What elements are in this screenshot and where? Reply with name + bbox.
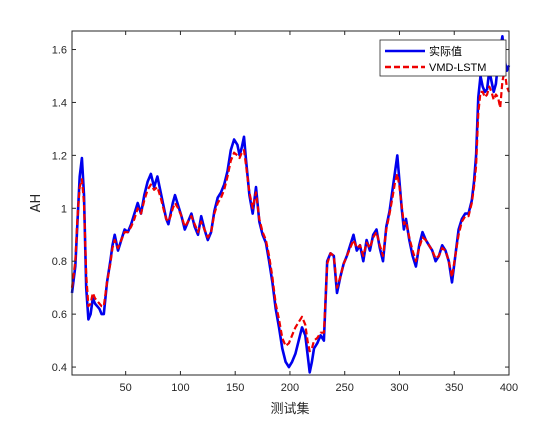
- y-tick-label: 0.6: [52, 309, 67, 321]
- y-tick-label: 0.4: [52, 362, 67, 374]
- x-tick-label: 250: [336, 382, 354, 394]
- series-layer: [70, 35, 511, 374]
- series-line-actual: [70, 35, 511, 374]
- x-tick-label: 200: [281, 382, 299, 394]
- y-tick-label: 0.8: [52, 256, 67, 268]
- x-tick-label: 50: [120, 382, 132, 394]
- y-tick-label: 1.2: [52, 150, 67, 162]
- legend-box: [379, 39, 507, 77]
- legend-label-actual: 实际值: [429, 44, 462, 58]
- y-tick-label: 1.4: [52, 97, 67, 109]
- y-axis-label: AH: [29, 194, 44, 213]
- plot-background: [72, 31, 509, 375]
- legend-label-vmd-lstm: VMD-LSTM: [429, 62, 486, 74]
- x-tick-label: 350: [445, 382, 463, 394]
- legend: 实际值 VMD-LSTM: [379, 39, 507, 77]
- tick-layer: 50 100 150 200 250 300 350 400 0.4 0.6 0.8 1 1.2 1.4 1…: [52, 31, 518, 394]
- y-tick-label: 1: [61, 203, 67, 215]
- x-axis-label: 测试集: [270, 401, 309, 417]
- y-tick-label: 1.6: [52, 45, 67, 57]
- x-tick-label: 300: [390, 382, 408, 394]
- x-tick-label: 400: [500, 382, 518, 394]
- series-line-vmd-lstm: [70, 69, 511, 353]
- plot-frame: [71, 30, 510, 376]
- x-tick-label: 150: [226, 382, 244, 394]
- x-tick-label: 100: [171, 382, 189, 394]
